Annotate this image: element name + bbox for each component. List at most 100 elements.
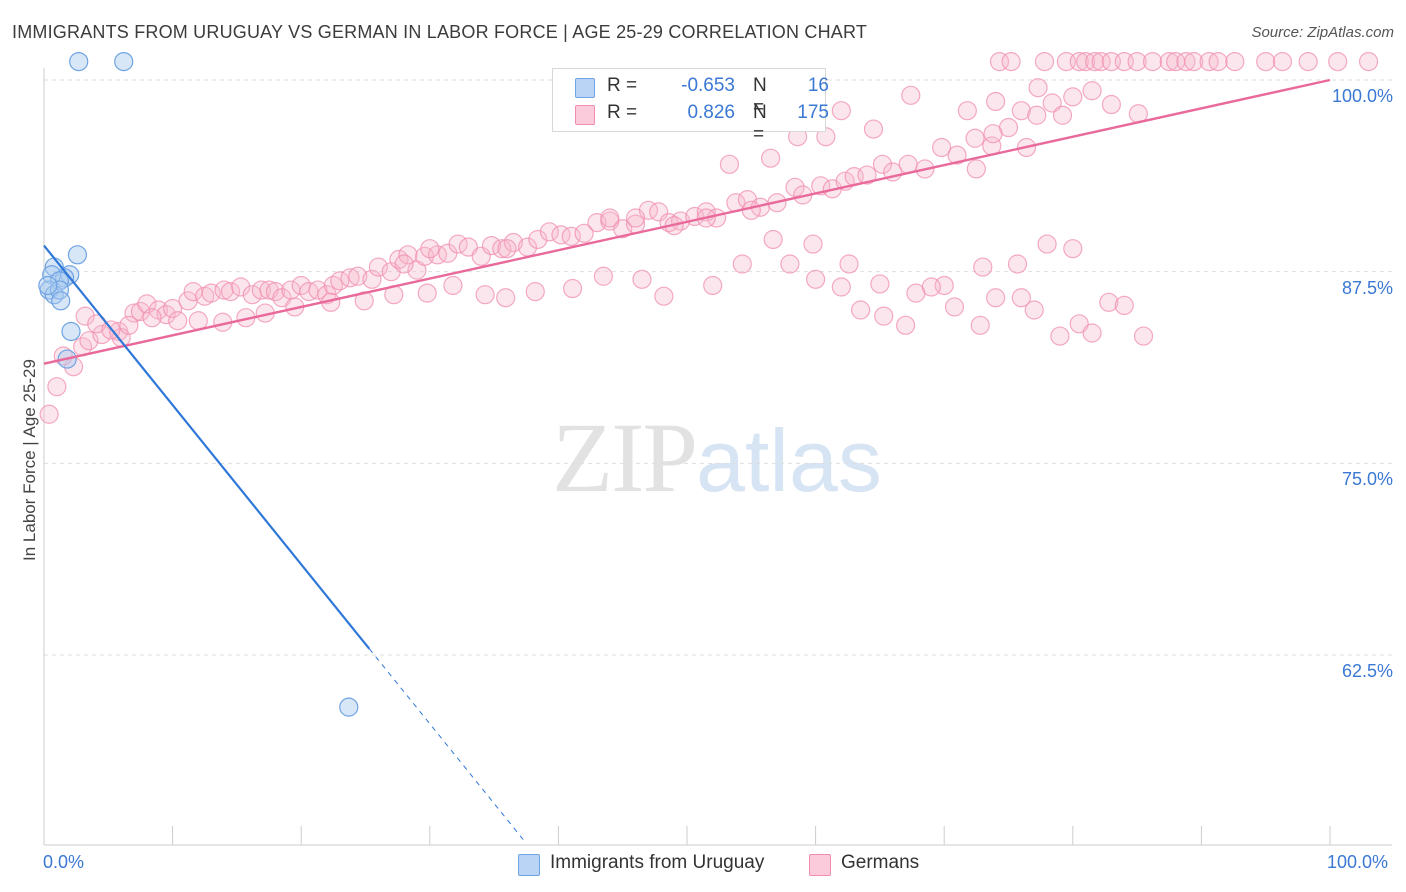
- germans-point: [1050, 326, 1070, 346]
- germans-point: [966, 159, 986, 179]
- chart-title: IMMIGRANTS FROM URUGUAY VS GERMAN IN LAB…: [12, 22, 868, 42]
- germans-point: [1082, 81, 1102, 101]
- germans-point: [1028, 78, 1048, 98]
- germans-point: [1037, 234, 1057, 254]
- germans-point: [986, 91, 1006, 112]
- germans-point: [362, 269, 382, 289]
- germans-point: [719, 154, 740, 174]
- germans-point: [1063, 239, 1083, 259]
- germans-point: [970, 315, 990, 335]
- germans-point: [1034, 51, 1055, 72]
- germans-point: [947, 145, 967, 165]
- germans-point: [1099, 292, 1119, 312]
- germans-point: [1001, 51, 1021, 72]
- germans-point: [1011, 101, 1031, 121]
- germans-point: [1298, 51, 1318, 72]
- germans-point: [863, 119, 884, 139]
- y-tick-label: 100.0%: [1331, 86, 1393, 106]
- germans-point: [831, 101, 851, 121]
- germans-point: [896, 315, 916, 335]
- germans-point: [1328, 51, 1348, 72]
- legend-r-label: R =: [607, 102, 638, 123]
- germans-point: [39, 404, 59, 424]
- germans-point: [168, 311, 188, 331]
- germans-point: [394, 254, 414, 274]
- uruguay-point: [114, 51, 134, 72]
- uruguay-point: [67, 245, 88, 265]
- bottom-legend-swatch-uruguay: [518, 854, 540, 876]
- bottom-legend-label-germans: Germans: [841, 852, 920, 873]
- correlation-legend: R = -0.653 N = 16 R = 0.826 N = 175: [552, 68, 829, 145]
- germans-point: [220, 282, 241, 302]
- germans-point: [654, 286, 674, 306]
- watermark: ZIPatlas: [552, 400, 882, 515]
- uruguay-points: [38, 51, 359, 717]
- legend-r-value: 0.826: [687, 102, 735, 123]
- germans-point: [944, 297, 965, 317]
- germans-point: [763, 229, 783, 250]
- legend-n-value: 16: [807, 75, 829, 96]
- germans-point: [1225, 51, 1245, 72]
- source-credit: Source: ZipAtlas.com: [1251, 24, 1394, 41]
- germans-point: [1184, 51, 1204, 72]
- germans-point: [119, 315, 139, 335]
- y-tick-label: 75.0%: [1341, 469, 1393, 490]
- germans-point: [989, 51, 1010, 72]
- germans-point: [1176, 51, 1196, 72]
- germans-point: [1142, 51, 1163, 72]
- legend-r-value: -0.653: [681, 75, 735, 96]
- bottom-legend-swatch-germans: [809, 854, 831, 876]
- germans-point: [420, 239, 440, 259]
- axes: [43, 68, 1392, 846]
- legend-n-value: 175: [797, 102, 829, 123]
- uruguay-point: [61, 321, 81, 342]
- germans-point: [551, 225, 571, 245]
- germans-point: [851, 300, 871, 320]
- germans-point: [831, 277, 851, 297]
- germans-point: [308, 280, 328, 300]
- uruguay-trend-extension: [368, 648, 527, 844]
- uruguay-trend-line: [43, 244, 371, 650]
- germans-point: [872, 154, 893, 174]
- germans-point: [965, 128, 985, 148]
- legend-n-label: N =: [753, 102, 767, 145]
- germans-point: [593, 266, 614, 286]
- germans-point: [1042, 93, 1062, 113]
- germans-trend-line: [43, 78, 1331, 365]
- germans-point: [496, 288, 516, 308]
- uruguay-point: [339, 697, 359, 717]
- germans-point: [803, 234, 823, 254]
- germans-point: [1024, 300, 1044, 320]
- germans-point: [1027, 105, 1047, 125]
- germans-point: [785, 177, 805, 197]
- germans-point: [348, 266, 368, 286]
- germans-point: [528, 229, 548, 250]
- germans-point: [1114, 295, 1134, 315]
- germans-point: [932, 137, 952, 158]
- germans-point: [870, 274, 890, 294]
- germans-point: [417, 283, 437, 303]
- germans-point: [562, 278, 583, 299]
- germans-point: [1101, 94, 1121, 115]
- germans-point: [1091, 51, 1111, 72]
- germans-point: [613, 219, 633, 239]
- germans-point: [539, 222, 559, 242]
- germans-point: [163, 298, 183, 319]
- germans-point: [525, 282, 545, 302]
- germans-point: [1127, 51, 1147, 72]
- germans-point: [741, 200, 761, 220]
- trend-lines: [43, 78, 1331, 844]
- grid-lines: [44, 79, 1392, 656]
- germans-point: [986, 288, 1006, 308]
- germans-point: [805, 269, 826, 289]
- germans-point: [857, 165, 877, 185]
- germans-point: [47, 377, 67, 397]
- uruguay-point: [42, 265, 62, 285]
- germans-point: [497, 239, 517, 259]
- germans-point: [957, 101, 977, 121]
- germans-point: [340, 268, 360, 288]
- x-tick-label-min: 0.0%: [43, 852, 85, 872]
- watermark-atlas: atlas: [696, 411, 882, 510]
- germans-point: [1256, 51, 1276, 72]
